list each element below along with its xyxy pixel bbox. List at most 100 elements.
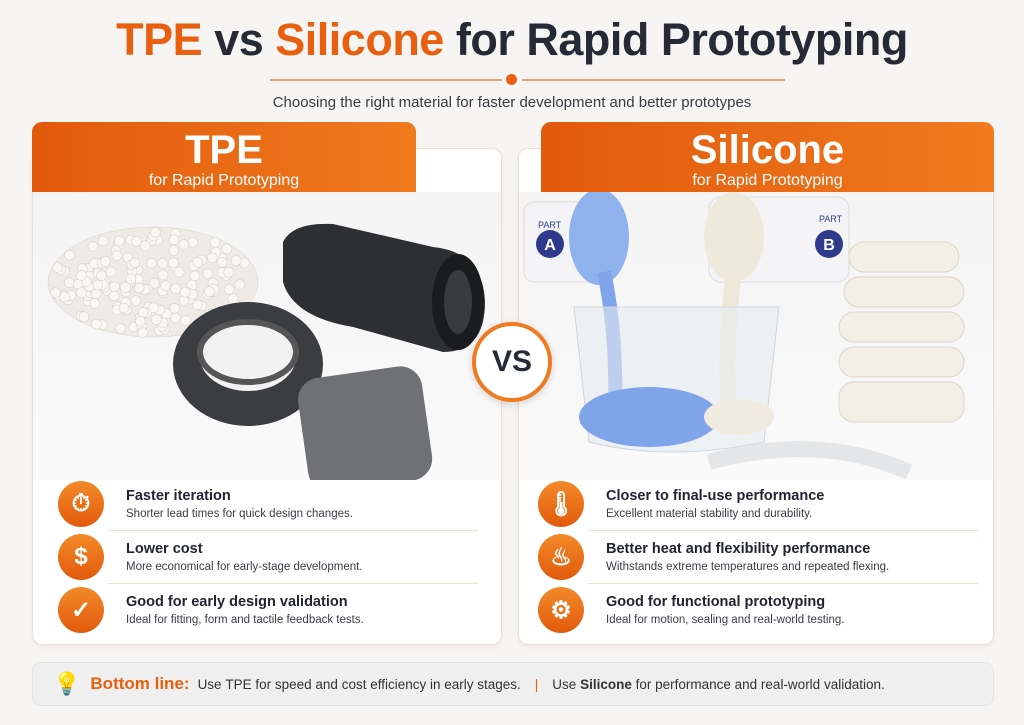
pellet bbox=[179, 286, 191, 298]
pellet bbox=[150, 226, 161, 238]
vs-badge: VS bbox=[472, 322, 552, 402]
stopwatch-icon: ⏱ bbox=[58, 481, 104, 527]
pellet bbox=[89, 298, 100, 309]
page-title: TPE vs Silicone for Rapid Prototyping bbox=[116, 14, 908, 65]
part-a-letter: A bbox=[544, 237, 556, 254]
tpe-image bbox=[33, 192, 501, 492]
pellet bbox=[87, 241, 99, 252]
pellet bbox=[50, 287, 61, 298]
pellet bbox=[223, 267, 235, 278]
pellet bbox=[63, 277, 75, 288]
pellet bbox=[192, 256, 204, 268]
pellet bbox=[170, 312, 181, 324]
feature-lower-cost: $ Lower cost More economical for early-sta… bbox=[58, 531, 478, 583]
heat-waves-icon: ♨ bbox=[538, 534, 584, 580]
feature-functional: ⚙ Good for functional prototyping Ideal fo… bbox=[538, 584, 978, 636]
divider bbox=[108, 530, 478, 531]
pellet bbox=[157, 258, 168, 269]
pellet bbox=[209, 236, 221, 248]
pellet bbox=[137, 327, 149, 338]
silicone-feature-list: 🌡 Closer to final-use performance Excellen… bbox=[538, 478, 978, 636]
part-a-label: PART bbox=[538, 220, 562, 230]
pellet bbox=[192, 299, 203, 311]
separator: | bbox=[534, 676, 539, 692]
pellet bbox=[92, 279, 104, 291]
thermometer-icon: 🌡 bbox=[538, 481, 584, 527]
pellet bbox=[230, 255, 242, 266]
gear-icon: ⚙ bbox=[538, 587, 584, 633]
dollar-icon: $ bbox=[58, 534, 104, 580]
silicone-products-illustration: PART A PART B bbox=[523, 189, 965, 480]
pellet bbox=[202, 268, 214, 280]
pellet bbox=[111, 250, 123, 261]
pellet bbox=[133, 282, 145, 294]
pellet bbox=[109, 281, 120, 293]
part-b-letter: B bbox=[823, 237, 835, 254]
feature-final-use: 🌡 Closer to final-use performance Excellen… bbox=[538, 478, 978, 530]
pellet bbox=[203, 286, 215, 298]
bottom-line-bar: 💡 Bottom line: Use TPE for speed and cos… bbox=[32, 662, 994, 706]
pellet bbox=[223, 284, 235, 295]
silicone-header: Silicone for Rapid Prototyping bbox=[541, 122, 994, 192]
pellet bbox=[148, 302, 159, 313]
pellet bbox=[234, 279, 246, 290]
pellet bbox=[78, 311, 90, 322]
pellet bbox=[178, 239, 190, 250]
part-b-label: PART bbox=[819, 214, 843, 224]
pellet bbox=[129, 257, 141, 269]
pellet bbox=[76, 287, 87, 298]
pellet bbox=[115, 323, 126, 334]
pellet bbox=[99, 256, 111, 267]
pellet bbox=[130, 295, 142, 307]
pellet bbox=[108, 290, 120, 302]
checkmark-icon: ✓ bbox=[58, 587, 104, 633]
pellet bbox=[105, 266, 117, 278]
tpe-feature-list: ⏱ Faster iteration Shorter lead times for … bbox=[58, 478, 478, 636]
divider-dot bbox=[506, 74, 517, 85]
pellet bbox=[187, 236, 198, 248]
pellet bbox=[91, 318, 102, 330]
divider bbox=[270, 79, 502, 81]
divider bbox=[522, 79, 785, 81]
pellet bbox=[137, 307, 149, 318]
feature-faster-iteration: ⏱ Faster iteration Shorter lead times for … bbox=[58, 478, 478, 530]
pellet bbox=[149, 278, 160, 289]
feature-heat-flex: ♨ Better heat and flexibility performance… bbox=[538, 531, 978, 583]
pellet bbox=[52, 262, 63, 273]
pellet bbox=[125, 273, 137, 285]
pellet bbox=[207, 252, 218, 264]
pellet bbox=[139, 240, 151, 252]
divider bbox=[588, 530, 978, 531]
pellet bbox=[170, 283, 181, 295]
pellet bbox=[97, 235, 109, 247]
pellet bbox=[151, 314, 162, 325]
pellet bbox=[221, 243, 233, 255]
pellet bbox=[114, 235, 125, 247]
pellet bbox=[168, 257, 179, 269]
pellet bbox=[160, 280, 171, 292]
pellet bbox=[135, 315, 146, 327]
pellet bbox=[118, 302, 130, 314]
pellet bbox=[173, 266, 185, 278]
pellet bbox=[216, 257, 228, 268]
pellet bbox=[90, 288, 102, 300]
tpe-products-illustration bbox=[47, 223, 485, 492]
pellet bbox=[180, 315, 192, 326]
pellet bbox=[131, 236, 142, 247]
pellet bbox=[146, 257, 157, 269]
pellet bbox=[168, 245, 180, 256]
pellet bbox=[96, 270, 107, 282]
pellet bbox=[59, 291, 70, 303]
subtitle: Choosing the right material for faster d… bbox=[272, 94, 752, 111]
tpe-header: TPE for Rapid Prototyping bbox=[32, 122, 416, 192]
divider bbox=[108, 583, 478, 584]
divider bbox=[588, 583, 978, 584]
pellet bbox=[189, 270, 201, 282]
pellet bbox=[169, 303, 180, 314]
lightbulb-icon: 💡 bbox=[53, 671, 81, 696]
pellet bbox=[168, 234, 180, 245]
pellet bbox=[227, 293, 239, 304]
pellet bbox=[157, 269, 169, 281]
pellet bbox=[120, 282, 131, 293]
feature-design-validation: ✓ Good for early design validation Ideal f… bbox=[58, 584, 478, 636]
